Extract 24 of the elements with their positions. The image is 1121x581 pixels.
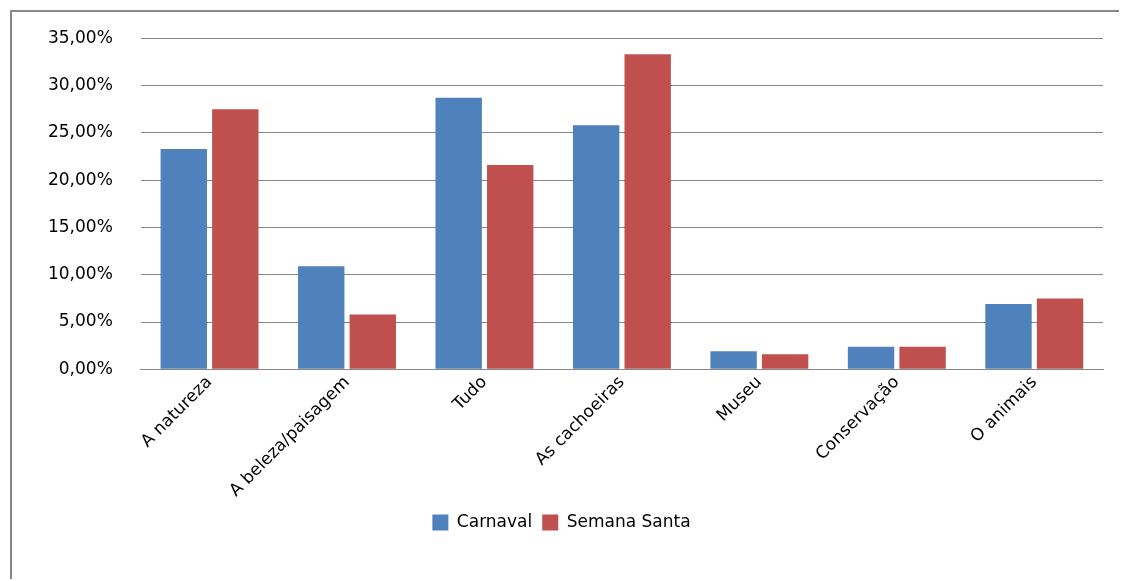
bar xyxy=(435,97,482,369)
y-tick-label: 15,00% xyxy=(47,215,113,236)
bar xyxy=(349,314,396,369)
y-tick-label: 25,00% xyxy=(47,121,113,142)
bar xyxy=(212,109,259,369)
bar xyxy=(298,266,345,369)
bar xyxy=(572,125,620,369)
bar xyxy=(1036,298,1084,369)
bar xyxy=(487,164,534,369)
bar xyxy=(899,346,946,369)
legend-label: Carnaval xyxy=(456,510,533,531)
y-tick-label: 10,00% xyxy=(47,263,113,284)
bar xyxy=(624,54,671,369)
y-tick-label: 0,00% xyxy=(58,357,113,378)
y-tick-label: 35,00% xyxy=(47,26,113,47)
bar xyxy=(985,304,1032,369)
legend-label: Semana Santa xyxy=(566,510,691,531)
bar xyxy=(847,346,895,369)
bar xyxy=(160,148,207,369)
y-tick-label: 30,00% xyxy=(47,73,113,94)
bar xyxy=(710,351,757,369)
y-tick-label: 5,00% xyxy=(58,310,113,331)
bar xyxy=(761,354,809,369)
y-tick-label: 20,00% xyxy=(47,168,113,189)
